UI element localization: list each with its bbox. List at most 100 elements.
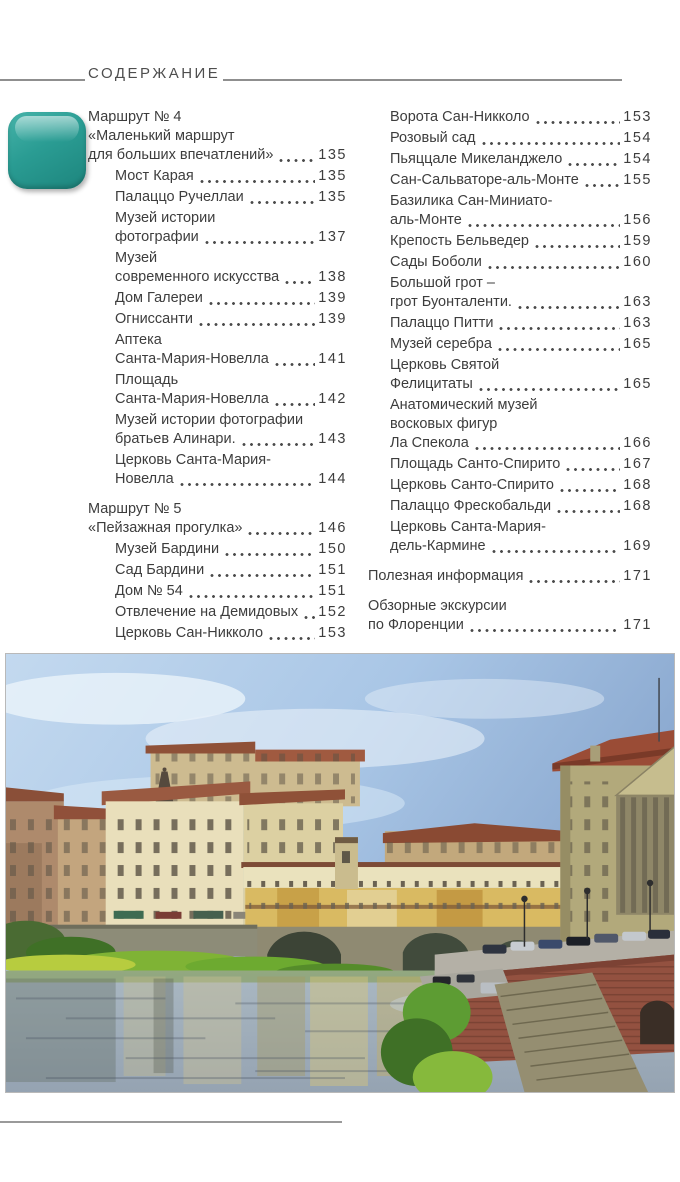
toc-line: Ла Спекола 166 (390, 434, 652, 453)
toc-title: «Пейзажная прогулка» (88, 520, 243, 536)
dot-leader (274, 403, 316, 406)
dot-leader (535, 121, 621, 124)
toc-entry: Сады Боболи 160 (368, 253, 652, 272)
right-bank-building (552, 677, 674, 945)
toc-entry: Музей серебра 165 (368, 335, 652, 354)
toc-page-number: 154 (623, 151, 652, 167)
toc-line: Аптека (115, 332, 162, 348)
toc-page-number: 167 (623, 456, 652, 472)
toc-title: Огниссанти (115, 311, 193, 327)
toc-line: Пьяццале Микеланджело 154 (390, 150, 652, 169)
toc-entry: Церковь Санта-Мария- Новелла 144 (88, 451, 347, 489)
dot-leader (559, 489, 621, 492)
dot-leader (304, 616, 316, 619)
toc-line: по Флоренции 171 (368, 616, 652, 635)
parked-cars (482, 929, 671, 954)
toc-line: Музей Бардини 150 (115, 540, 347, 559)
toc-page-number: 165 (623, 376, 652, 392)
toc-entry: Полезная информация 171 (368, 567, 652, 586)
toc-title: Сады Боболи (390, 254, 482, 270)
toc-page-number: 152 (318, 604, 347, 620)
toc-entry: Базилика Сан-Миниато-аль-Монте 156 (368, 192, 652, 230)
dot-leader (269, 637, 316, 640)
dot-leader (188, 595, 316, 598)
toc-line: Музей истории (115, 210, 216, 226)
toc-line: Церковь Сан-Никколо 153 (115, 624, 347, 643)
page-title: СОДЕРЖАНИЕ (88, 65, 221, 82)
dot-leader (566, 468, 621, 471)
toc-entry: Мост Карая 135 (88, 167, 347, 186)
toc-line: Розовый сад 154 (390, 129, 652, 148)
toc-entry: Сад Бардини 151 (88, 561, 347, 580)
dot-leader (208, 302, 316, 305)
toc-title: Полезная информация (368, 568, 524, 584)
dot-leader (467, 224, 621, 227)
toc-entry: Музей Бардини 150 (88, 540, 347, 559)
dot-leader (499, 327, 621, 330)
toc-title: по Флоренции (368, 617, 464, 633)
toc-title: Дом № 54 (115, 583, 183, 599)
toc-title: Мост Карая (115, 168, 194, 184)
toc-line: Обзорные экскурсии (368, 598, 507, 614)
toc-line: Фелицитаты 165 (390, 375, 652, 394)
toc-line: Площадь Санто-Спирито 167 (390, 455, 652, 474)
dot-leader (534, 245, 621, 248)
toc-line: Дом Галереи 139 (115, 289, 347, 308)
toc-line: братьев Алинари. 143 (115, 430, 347, 449)
toc-line: для больших впечатлений» 135 (88, 146, 347, 165)
toc-title: Площадь Санто-Спирито (390, 456, 561, 472)
toc-entry: Дом Галереи 139 (88, 289, 347, 308)
toc-line: Маршрут № 4 (88, 109, 182, 125)
ponte-vecchio-photo (5, 653, 675, 1093)
dot-leader (481, 142, 621, 145)
toc-line: Ворота Сан-Никколо 153 (390, 108, 652, 127)
contents-header: СОДЕРЖАНИЕ (0, 64, 622, 82)
toc-line: аль-Монте 156 (390, 211, 652, 230)
dot-leader (285, 281, 316, 284)
dot-leader (179, 483, 316, 486)
toc-entry: Пьяццале Микеланджело 154 (368, 150, 652, 169)
toc-entry: Сан-Сальваторе-аль-Монте 155 (368, 171, 652, 190)
toc-entry: Большой грот – грот Буонталенти. 163 (368, 274, 652, 312)
toc-line: Палаццо Ручеллаи 135 (115, 188, 347, 207)
toc-line: Большой грот – (390, 275, 495, 291)
toc-line: Базилика Сан-Миниато- (390, 193, 553, 209)
toc-page-number: 151 (318, 583, 347, 599)
toc-page-number: 138 (318, 269, 347, 285)
toc-entry: Крепость Бельведер 159 (368, 232, 652, 251)
toc-page-number: 154 (623, 130, 652, 146)
dot-leader (517, 306, 621, 309)
route-marker-icon (8, 112, 86, 189)
toc-title: Палаццо Фрескобальди (390, 498, 552, 514)
toc-line: Музей серебра 165 (390, 335, 652, 354)
toc-line: Палаццо Фрескобальди 168 (390, 497, 652, 516)
dot-leader (241, 443, 316, 446)
toc-page-number: 143 (318, 431, 347, 447)
toc-entry: Музей истории фотографии братьев Алинари.… (88, 411, 347, 449)
toc-page-number: 169 (623, 538, 652, 554)
toc-page-number: 142 (318, 391, 347, 407)
toc-entry: Маршрут № 4 «Маленький маршрут для больших… (88, 108, 347, 165)
toc-title: для больших впечатлений» (88, 147, 274, 163)
toc-title: Палаццо Ручеллаи (115, 189, 244, 205)
dot-leader (487, 266, 621, 269)
toc-page-number: 168 (623, 477, 652, 493)
toc-line: Церковь Санто-Спирито 168 (390, 476, 652, 495)
toc-title: Сан-Сальваторе-аль-Монте (390, 172, 579, 188)
toc-title: Сад Бардини (115, 562, 205, 578)
toc-line: Церковь Святой (390, 357, 500, 373)
ponte-vecchio-bridge (241, 837, 569, 979)
street-lamps (521, 879, 654, 947)
toc-entry: Музей современного искусства 138 (88, 249, 347, 287)
toc-title: аль-Монте (390, 212, 462, 228)
toc-title: Ворота Сан-Никколо (390, 109, 530, 125)
toc-line: Дом № 54 151 (115, 582, 347, 601)
toc-page-number: 135 (318, 189, 347, 205)
dot-leader (210, 574, 316, 577)
toc-title: Санта-Мария-Новелла (115, 351, 269, 367)
toc-title: Крепость Бельведер (390, 233, 529, 249)
dot-leader (568, 163, 621, 166)
toc-page-number: 153 (623, 109, 652, 125)
toc-title: Ла Спекола (390, 435, 469, 451)
toc-line: восковых фигур (390, 416, 498, 432)
